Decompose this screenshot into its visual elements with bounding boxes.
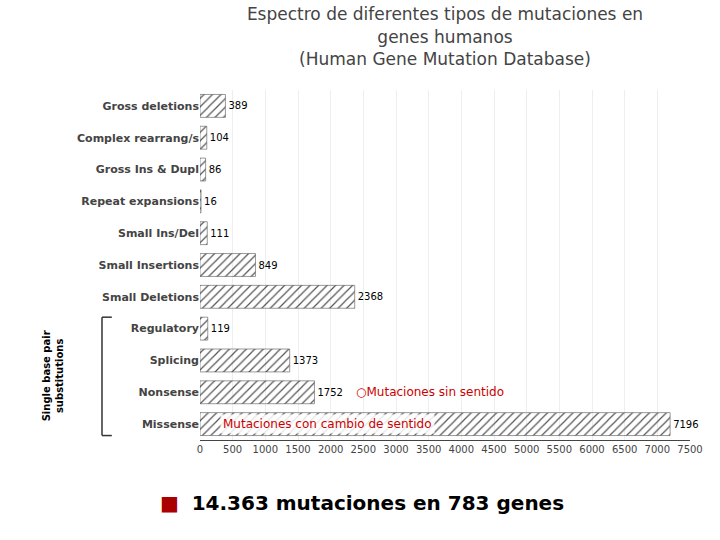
svg-text:Small Ins/Del: Small Ins/Del	[118, 227, 199, 240]
svg-text:86: 86	[209, 164, 222, 175]
svg-text:Complex rearrang/s: Complex rearrang/s	[77, 132, 199, 145]
svg-text:4500: 4500	[481, 444, 506, 455]
svg-text:Gross deletions: Gross deletions	[103, 100, 200, 113]
svg-text:Repeat expansions: Repeat expansions	[81, 195, 199, 208]
svg-text:2000: 2000	[318, 444, 343, 455]
svg-text:Small Insertions: Small Insertions	[99, 259, 200, 272]
svg-text:Regulatory: Regulatory	[131, 322, 199, 335]
svg-text:0: 0	[197, 444, 203, 455]
svg-text:1373: 1373	[293, 355, 318, 366]
svg-text:7196: 7196	[673, 419, 698, 430]
svg-text:389: 389	[228, 100, 247, 111]
svg-text:2500: 2500	[351, 444, 376, 455]
svg-text:Mutaciones con cambio de senti: Mutaciones con cambio de sentido	[223, 417, 432, 431]
svg-text:5000: 5000	[514, 444, 539, 455]
svg-text:6500: 6500	[612, 444, 637, 455]
svg-text:5500: 5500	[547, 444, 572, 455]
svg-text:500: 500	[223, 444, 242, 455]
svg-text:1500: 1500	[285, 444, 310, 455]
svg-text:1752: 1752	[317, 387, 342, 398]
svg-text:Single base pairsubstitutions: Single base pairsubstitutions	[41, 330, 65, 421]
svg-text:4000: 4000	[449, 444, 474, 455]
svg-text:Splicing: Splicing	[150, 354, 199, 367]
svg-text:119: 119	[211, 323, 230, 334]
svg-text:Missense: Missense	[142, 418, 199, 431]
svg-text:Small Deletions: Small Deletions	[102, 291, 199, 304]
svg-text:1000: 1000	[253, 444, 278, 455]
svg-text:6000: 6000	[579, 444, 604, 455]
svg-text:Espectro de diferentes tipos d: Espectro de diferentes tipos de mutacion…	[247, 4, 643, 68]
svg-text:3000: 3000	[383, 444, 408, 455]
svg-text:○Mutaciones sin sentido: ○Mutaciones sin sentido	[356, 385, 504, 399]
svg-text:7000: 7000	[645, 444, 670, 455]
svg-text:16: 16	[204, 196, 217, 207]
svg-text:849: 849	[258, 260, 277, 271]
svg-text:7500: 7500	[677, 444, 702, 455]
svg-text:■ 14.363 mutaciones en 783 ge: ■ 14.363 mutaciones en 783 genes	[160, 491, 564, 515]
svg-text:3500: 3500	[416, 444, 441, 455]
svg-text:2368: 2368	[358, 291, 383, 302]
svg-text:111: 111	[210, 228, 229, 239]
svg-text:Nonsense: Nonsense	[139, 386, 199, 399]
svg-text:104: 104	[210, 132, 229, 143]
svg-text:Gross Ins & Dupl: Gross Ins & Dupl	[96, 163, 199, 176]
